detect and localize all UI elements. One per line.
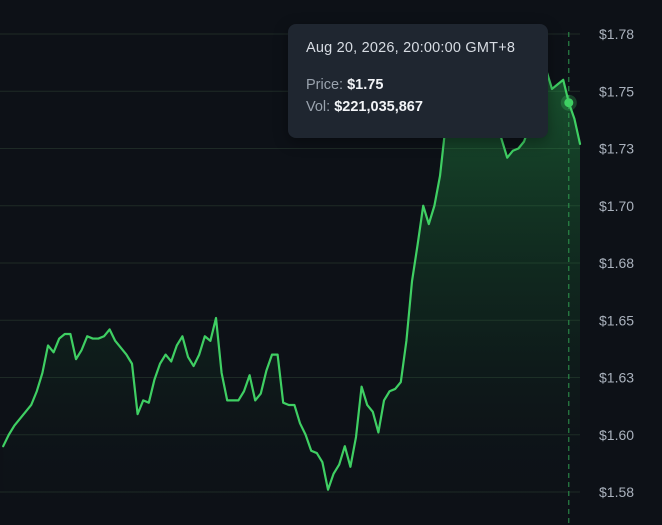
y-tick-label: $1.73	[599, 141, 634, 157]
y-tick-label: $1.63	[599, 370, 634, 386]
tooltip-price-label: Price:	[306, 77, 344, 93]
y-tick-label: $1.60	[599, 427, 634, 443]
tooltip-date: Aug 20, 2026, 20:00:00 GMT+8	[306, 40, 516, 56]
tooltip-vol-value: $221,035,867	[334, 99, 423, 115]
y-tick-label: $1.68	[599, 255, 634, 271]
y-tick-label: $1.65	[599, 312, 634, 328]
crosshair	[560, 32, 577, 525]
price-area	[3, 61, 580, 525]
tooltip-price-row: Price: $1.75	[306, 74, 530, 96]
tooltip-vol-row: Vol: $221,035,867	[306, 96, 530, 118]
y-tick-label: $1.78	[599, 26, 634, 42]
y-axis-tick-labels: $1.78 $1.75 $1.73 $1.70 $1.68 $1.65 $1.63 $1.60…	[599, 26, 634, 500]
price-tooltip: Aug 20, 2026, 20:00:00 GMT+8 Price: $1.7…	[288, 24, 548, 138]
tooltip-vol-label: Vol:	[306, 99, 331, 115]
y-tick-label: $1.58	[599, 484, 634, 500]
y-tick-label: $1.70	[599, 198, 634, 214]
tooltip-price-value: $1.75	[347, 77, 384, 93]
price-area-fill	[3, 61, 580, 525]
highlight-point[interactable]	[564, 98, 574, 108]
y-tick-label: $1.75	[599, 83, 634, 99]
